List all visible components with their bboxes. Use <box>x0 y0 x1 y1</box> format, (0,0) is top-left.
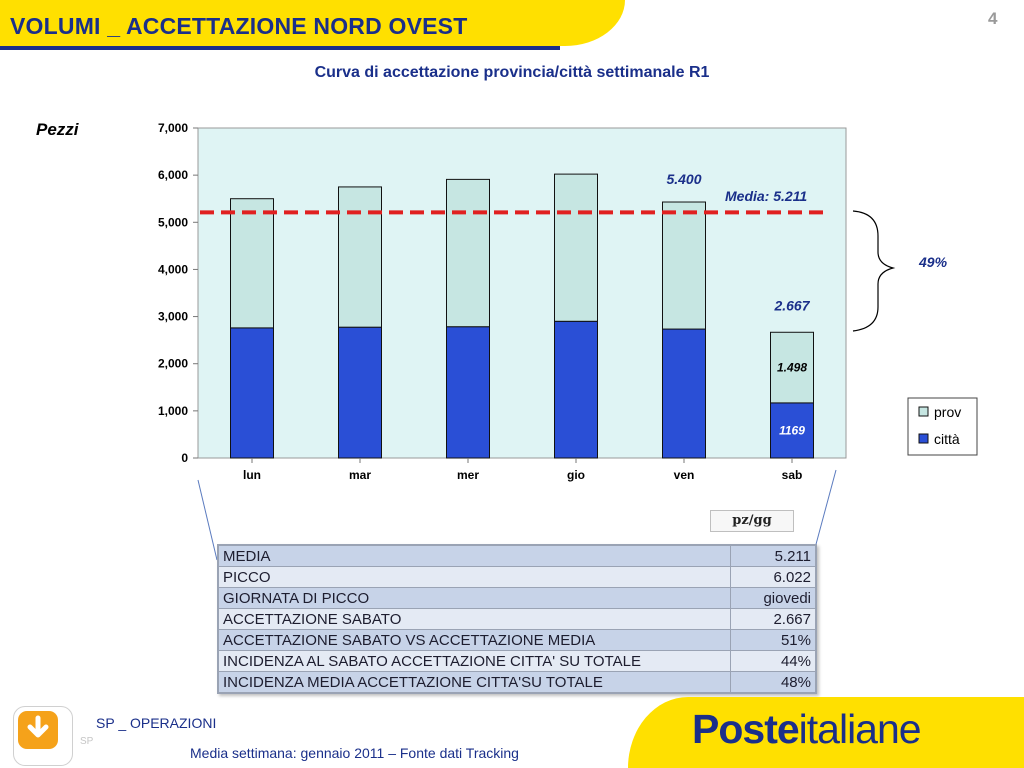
x-tick-label: ven <box>674 468 695 482</box>
source-footnote: Media settimana: gennaio 2011 – Fonte da… <box>190 745 519 761</box>
x-tick-label: mar <box>349 468 371 482</box>
stats-row: PICCO 6.022 <box>217 566 817 588</box>
brace-bracket <box>852 210 896 332</box>
stats-label: ACCETTAZIONE SABATO <box>217 608 731 630</box>
x-tick-label: gio <box>567 468 585 482</box>
stats-row: ACCETTAZIONE SABATO 2.667 <box>217 608 817 630</box>
bar-prov <box>662 201 706 330</box>
stats-value: giovedi <box>730 587 817 609</box>
table-unit-label: pz/gg <box>710 510 794 532</box>
y-axis-unit-label: Pezzi <box>36 120 79 139</box>
stats-label: INCIDENZA AL SABATO ACCETTAZIONE CITTA' … <box>217 650 731 672</box>
stats-value: 44% <box>730 650 817 672</box>
y-tick-label: 6,000 <box>158 168 188 182</box>
y-tick-label: 3,000 <box>158 310 188 324</box>
y-tick-label: 4,000 <box>158 262 188 276</box>
stats-label: MEDIA <box>217 544 731 567</box>
bar-prov <box>230 198 274 329</box>
stats-row: ACCETTAZIONE SABATO VS ACCETTAZIONE MEDI… <box>217 629 817 651</box>
operations-icon[interactable] <box>13 706 73 766</box>
stats-table: MEDIA 5.211 PICCO 6.022 GIORNATA DI PICCO gio… <box>217 544 817 694</box>
x-tick-label: lun <box>243 468 261 482</box>
bar-prov <box>554 173 598 322</box>
y-tick-label: 2,000 <box>158 357 188 371</box>
footer-band <box>628 697 1024 768</box>
stats-value: 51% <box>730 629 817 651</box>
header-band <box>0 0 625 50</box>
average-label: Media: 5.211 <box>725 188 807 204</box>
ven-total-label: 5.400 <box>666 171 701 187</box>
legend-swatch-prov <box>918 406 929 417</box>
plot-area <box>197 127 847 459</box>
slide-number: 4 <box>988 9 998 28</box>
stats-label: INCIDENZA MEDIA ACCETTAZIONE CITTA'SU TO… <box>217 671 731 694</box>
y-tick-label: 5,000 <box>158 215 188 229</box>
connector-right <box>814 469 837 549</box>
stats-value: 5.211 <box>730 544 817 567</box>
bar-città <box>770 402 814 459</box>
ratio-label: 49% <box>918 254 948 270</box>
bar-città <box>230 327 274 459</box>
poste-italiane-logo: Posteitaliane <box>692 706 922 753</box>
operations-label: SP _ OPERAZIONI <box>96 715 217 731</box>
sab-citta-label: 1169 <box>779 423 805 437</box>
operations-sublabel: SP <box>80 736 94 747</box>
x-tick-label: sab <box>782 468 803 482</box>
connector-left <box>197 479 218 561</box>
stats-value: 6.022 <box>730 566 817 588</box>
y-tick-label: 1,000 <box>158 404 188 418</box>
bar-città <box>554 320 598 459</box>
stats-row: GIORNATA DI PICCO giovedi <box>217 587 817 609</box>
bar-città <box>446 326 490 459</box>
y-tick-label: 0 <box>181 451 188 465</box>
stats-value: 2.667 <box>730 608 817 630</box>
bar-città <box>338 326 382 459</box>
legend-label-prov: prov <box>934 404 961 420</box>
stacked-bar-chart: 0 1,000 2,000 3,000 4,000 5,000 6,000 7,000 lun m… <box>158 121 978 561</box>
sab-prov-label: 1.498 <box>777 361 807 375</box>
stats-label: ACCETTAZIONE SABATO VS ACCETTAZIONE MEDI… <box>217 629 731 651</box>
bar-città <box>662 328 706 459</box>
logo-bold-part: Poste <box>692 706 800 752</box>
stats-label: PICCO <box>217 566 731 588</box>
bar-prov <box>446 178 490 328</box>
download-arrow-icon <box>27 715 49 738</box>
bar-prov <box>338 186 382 328</box>
x-tick-label: mer <box>457 468 479 482</box>
slide-title: VOLUMI _ ACCETTAZIONE NORD OVEST <box>10 13 468 39</box>
stats-row: INCIDENZA AL SABATO ACCETTAZIONE CITTA' … <box>217 650 817 672</box>
legend-label-città: città <box>934 431 960 447</box>
stats-row: INCIDENZA MEDIA ACCETTAZIONE CITTA'SU TO… <box>217 671 817 694</box>
logo-regular-part: italiane <box>798 706 922 752</box>
y-tick-label: 7,000 <box>158 121 188 135</box>
stats-row: MEDIA 5.211 <box>217 544 817 567</box>
stats-label: GIORNATA DI PICCO <box>217 587 731 609</box>
sab-total-label: 2.667 <box>773 297 810 313</box>
chart-subtitle: Curva di accettazione provincia/città se… <box>314 64 710 81</box>
bar-prov <box>770 331 814 404</box>
stats-value: 48% <box>730 671 817 694</box>
legend-swatch-città <box>918 433 929 444</box>
